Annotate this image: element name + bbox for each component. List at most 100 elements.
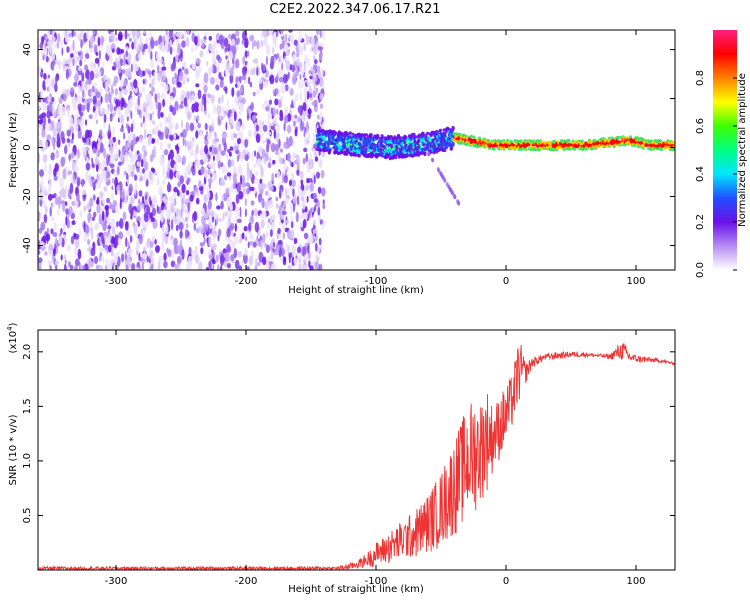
noise-blob: [104, 81, 109, 92]
snr-y-ticks: 0.5 1.0 1.5 2.0: [22, 344, 675, 523]
noise-blob: [168, 116, 171, 124]
noise-blob: [118, 161, 122, 166]
noise-blob: [289, 230, 293, 241]
noise-blob: [127, 247, 133, 256]
noise-blob: [183, 97, 188, 107]
noise-blob: [312, 90, 316, 98]
noise-blob: [306, 195, 309, 203]
ridge-cell: [449, 146, 453, 151]
noise-blob: [174, 72, 177, 79]
noise-blob: [206, 187, 209, 196]
noise-blob: [244, 60, 248, 66]
noise-blob: [215, 77, 220, 85]
y-tick-label: 1.0: [22, 453, 33, 469]
noise-blob: [306, 91, 310, 100]
noise-blob: [40, 180, 44, 191]
noise-blob: [266, 142, 270, 153]
noise-blob: [147, 113, 150, 122]
noise-blob: [107, 225, 112, 230]
noise-blob: [208, 131, 213, 139]
noise-blob: [250, 68, 254, 76]
noise-blob: [68, 32, 73, 38]
ridge-cell: [438, 128, 442, 133]
noise-blob: [40, 221, 46, 231]
noise-blob: [82, 89, 85, 98]
noise-blob: [119, 218, 124, 229]
noise-blob: [74, 112, 79, 121]
noise-blob: [230, 254, 235, 262]
noise-blob: [42, 54, 45, 61]
noise-blob: [249, 241, 254, 246]
x-tick-label: -100: [365, 576, 388, 587]
noise-blob: [301, 200, 307, 210]
noise-blob: [211, 159, 216, 171]
noise-blob: [212, 155, 215, 161]
noise-blob: [109, 202, 112, 210]
noise-blob: [134, 185, 137, 196]
noise-blob: [89, 47, 93, 53]
noise-blob: [151, 78, 155, 86]
noise-blob: [64, 201, 68, 206]
colorbar: 0.0 0.2 0.4 0.6 0.8 Normalized spectral ampl…: [695, 30, 748, 278]
noise-blob: [97, 36, 101, 47]
noise-blob: [114, 176, 118, 188]
noise-blob: [223, 142, 227, 152]
noise-blob: [218, 34, 224, 45]
noise-blob: [153, 145, 157, 156]
noise-blob: [208, 235, 212, 247]
noise-blob: [198, 225, 202, 234]
noise-blob: [236, 218, 242, 223]
noise-blob: [42, 79, 46, 90]
noise-blob: [231, 38, 236, 46]
noise-blob: [237, 130, 243, 138]
noise-blob: [168, 122, 174, 130]
noise-blob: [43, 73, 47, 80]
noise-blob: [38, 119, 43, 124]
noise-blob: [270, 263, 275, 270]
noise-blob: [228, 216, 232, 227]
y-tick-label: 0: [22, 144, 33, 150]
noise-blob: [298, 189, 303, 198]
colorbar-tick-label: 0.2: [695, 214, 706, 230]
noise-blob: [281, 172, 285, 184]
noise-blob: [134, 211, 137, 217]
noise-blob: [254, 150, 257, 157]
noise-blob: [115, 98, 118, 108]
noise-blob: [57, 209, 60, 216]
noise-blob: [136, 204, 141, 211]
figure-title: C2E2.2022.347.06.17.R21: [269, 2, 441, 17]
noise-blob: [178, 222, 184, 231]
noise-blob: [173, 163, 178, 171]
noise-blob: [123, 132, 126, 140]
noise-blob: [148, 170, 153, 181]
noise-blob: [109, 154, 115, 165]
noise-blob: [135, 63, 139, 72]
noise-blob: [313, 219, 316, 227]
noise-blob: [163, 149, 169, 156]
noise-blob: [215, 192, 218, 202]
noise-blob: [39, 124, 43, 131]
noise-blob: [204, 140, 209, 145]
noise-blob: [69, 125, 74, 133]
noise-blob: [278, 67, 283, 79]
noise-blob: [224, 211, 228, 217]
noise-blob: [161, 232, 165, 244]
noise-blob: [191, 137, 195, 142]
noise-blob: [287, 264, 292, 270]
noise-blob: [294, 129, 298, 137]
noise-blob: [60, 38, 63, 48]
noise-blob: [284, 42, 288, 53]
noise-blob: [54, 110, 57, 118]
noise-blob: [119, 73, 122, 81]
noise-blob: [244, 154, 249, 162]
noise-blob: [299, 74, 302, 80]
noise-blob: [67, 107, 71, 118]
noise-blob: [265, 45, 271, 56]
noise-blob: [275, 197, 279, 202]
ridge-cell: [376, 133, 380, 138]
noise-blob: [222, 132, 227, 139]
noise-blob: [131, 263, 136, 270]
noise-blob: [154, 239, 157, 245]
noise-blob: [124, 30, 128, 40]
noise-blob: [317, 71, 322, 79]
